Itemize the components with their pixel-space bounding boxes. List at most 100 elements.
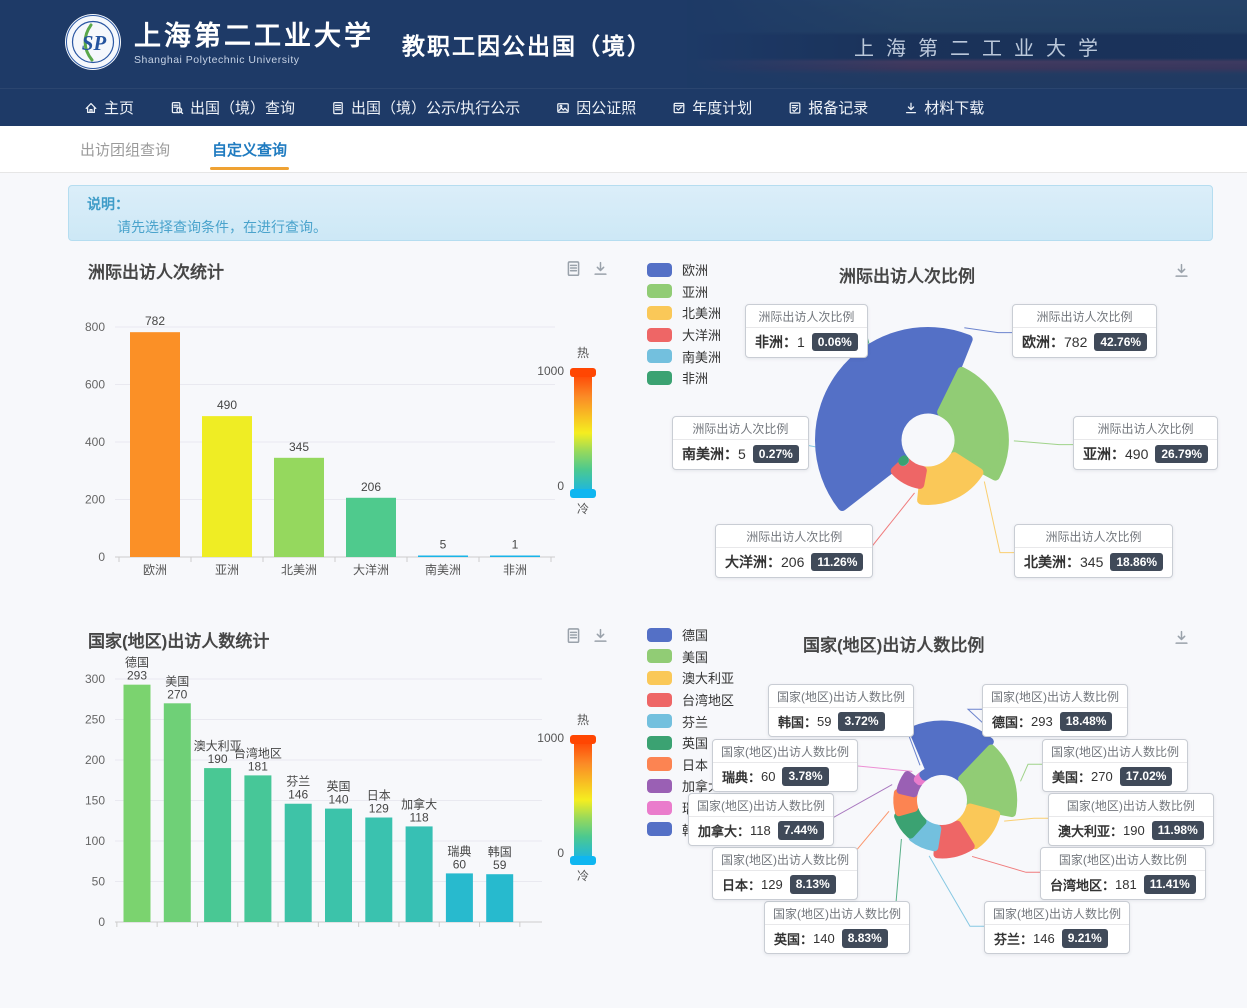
- pie-label-北美洲: 洲际出访人次比例 北美洲： 345 18.86%: [1014, 524, 1174, 578]
- bar-大洋洲[interactable]: [346, 497, 396, 557]
- pie-label-item-name: 瑞典：: [722, 770, 762, 785]
- pie-label-body: 日本： 129 8.13%: [713, 871, 857, 899]
- legend-swatch: [647, 822, 672, 837]
- download-icon: [906, 102, 917, 113]
- pie-label-item-name: 日本：: [722, 878, 762, 893]
- bar-加拿大[interactable]: [405, 826, 433, 922]
- bar-value-label: 129: [369, 802, 389, 816]
- legend-item-南美洲[interactable]: 南美洲: [647, 345, 721, 367]
- bar-value-label: 59: [493, 858, 507, 872]
- pie-label-body: 南美洲： 5 0.27%: [673, 440, 808, 469]
- bar-德国[interactable]: [123, 684, 151, 922]
- bar-美国[interactable]: [163, 703, 191, 922]
- legend-item-澳大利亚[interactable]: 澳大利亚: [647, 667, 734, 689]
- pie-label-series-name: 国家(地区)出访人数比例: [985, 902, 1129, 925]
- bar-澳大利亚[interactable]: [204, 768, 232, 922]
- download-icon[interactable]: [592, 260, 609, 282]
- legend-item-芬兰[interactable]: 芬兰: [647, 710, 734, 732]
- legend-item-北美洲[interactable]: 北美洲: [647, 302, 721, 324]
- campus-photo: 上海第二工业大学: [687, 0, 1247, 88]
- nav-item-1[interactable]: 出国（境）查询: [170, 97, 295, 118]
- bar-芬兰[interactable]: [284, 803, 312, 922]
- bar-韩国[interactable]: [486, 874, 514, 922]
- legend-item-欧洲[interactable]: 欧洲: [647, 259, 721, 281]
- bar-name-label: 日本: [367, 789, 391, 803]
- pie-slice-大洋洲[interactable]: [890, 456, 927, 489]
- y-axis-tick-label: 100: [85, 834, 105, 848]
- pie-label-item-name: 韩国：: [778, 715, 818, 730]
- nav-item-6[interactable]: 材料下载: [904, 97, 984, 118]
- legend-item-台湾地区[interactable]: 台湾地区: [647, 689, 734, 711]
- pie-slice-亚洲[interactable]: [937, 366, 1009, 481]
- download-icon: [1175, 263, 1188, 277]
- pie-label-item-value: 140: [813, 931, 835, 946]
- legend-item-亚洲[interactable]: 亚洲: [647, 281, 721, 303]
- legend-item-大洋洲[interactable]: 大洋洲: [647, 324, 721, 346]
- bar-非洲[interactable]: [490, 555, 540, 558]
- pie-label-series-name: 国家(地区)出访人数比例: [769, 685, 913, 708]
- pie-slice-韩国[interactable]: [919, 767, 933, 781]
- legend-swatch: [647, 649, 672, 664]
- bar-欧洲[interactable]: [130, 332, 180, 557]
- pie-label-item-name: 澳大利亚：: [1058, 824, 1124, 839]
- visual-map-handle-bottom[interactable]: [570, 856, 596, 865]
- tab-0[interactable]: 出访团组查询: [80, 141, 171, 159]
- visual-map-handle-top[interactable]: [570, 735, 596, 744]
- bar-南美洲[interactable]: [418, 555, 468, 558]
- pie-slice-北美洲[interactable]: [917, 452, 984, 505]
- record-check-icon: [789, 101, 801, 114]
- app-header: 上海第二工业大学 SP 上海第二工业大学 Shanghai Polytechni…: [0, 0, 1247, 88]
- university-name-block: 上海第二工业大学 Shanghai Polytechnic University: [134, 21, 374, 65]
- nav-item-0[interactable]: 主页: [84, 97, 134, 118]
- pie-slice-欧洲[interactable]: [815, 327, 973, 511]
- bar-value-label: 190: [208, 752, 228, 766]
- pie-slice-美国[interactable]: [958, 744, 1018, 818]
- pie-label-亚洲: 洲际出访人次比例 亚洲： 490 26.79%: [1073, 416, 1219, 470]
- pie-label-澳大利亚: 国家(地区)出访人数比例 澳大利亚： 190 11.98%: [1048, 793, 1214, 846]
- pie-slice-德国[interactable]: [908, 720, 994, 782]
- pie-slice-非洲[interactable]: [898, 455, 909, 466]
- nav-item-4[interactable]: 年度计划: [672, 97, 752, 118]
- notice-title: 说明：: [87, 196, 129, 212]
- pie-label-item-value: 146: [1033, 931, 1055, 946]
- tab-1[interactable]: 自定义查询: [210, 126, 290, 172]
- bar-台湾地区[interactable]: [244, 775, 272, 922]
- legend-item-日本[interactable]: 日本: [647, 754, 734, 776]
- bar-北美洲[interactable]: [274, 457, 324, 557]
- bar-plot: 0 200 400 600 800 782 欧洲 490 亚洲 345 北美洲 206 大洋洲 5 南美洲 1…: [85, 314, 555, 577]
- pie-label-percent-badge: 11.98%: [1151, 821, 1204, 840]
- visual-map-gradient-bar[interactable]: [574, 739, 592, 861]
- pie-slice-台湾地区[interactable]: [933, 820, 975, 859]
- nav-item-3[interactable]: 因公证照: [556, 97, 636, 118]
- pie-label-item-name: 亚洲：: [1083, 446, 1125, 462]
- legend-swatch: [647, 262, 672, 277]
- pie-label-body: 北美洲： 345 18.86%: [1015, 548, 1172, 577]
- visual-map-handle-bottom[interactable]: [570, 489, 596, 498]
- legend-item-德国[interactable]: 德国: [647, 624, 734, 646]
- chart-card-continent-bar: 洲际出访人次统计 热 1000 0 冷 0 200 400 600 800 782 欧洲 490 亚洲 3…: [60, 250, 615, 610]
- visual-map-handle-top[interactable]: [570, 368, 596, 377]
- bar-亚洲[interactable]: [202, 416, 252, 557]
- legend-item-美国[interactable]: 美国: [647, 646, 734, 668]
- download-icon[interactable]: [1173, 262, 1190, 284]
- chart-title: 国家(地区)出访人数比例: [803, 636, 985, 655]
- nav-item-5[interactable]: 报备记录: [788, 97, 868, 118]
- pie-slice-英国[interactable]: [894, 806, 927, 839]
- data-view-icon[interactable]: [565, 260, 582, 282]
- bar-value-label: 345: [289, 440, 309, 454]
- chart-card-continent-pie: 洲际出访人次比例 欧洲 亚洲 北美洲 大洋洲 南美洲 非洲 洲际出访人次比例 欧洲： 782 42…: [615, 250, 1240, 610]
- bar-英国[interactable]: [325, 808, 352, 922]
- bar-瑞典[interactable]: [445, 873, 473, 922]
- legend-item-英国[interactable]: 英国: [647, 732, 734, 754]
- download-icon[interactable]: [592, 627, 609, 649]
- legend-item-非洲[interactable]: 非洲: [647, 367, 721, 389]
- bar-日本[interactable]: [365, 817, 393, 922]
- legend-label: 亚洲: [682, 284, 709, 300]
- legend-item-加拿大[interactable]: 加拿大: [647, 775, 734, 797]
- pie-slice-加拿大[interactable]: [896, 771, 923, 798]
- visual-map-cold-label: 冷: [576, 502, 589, 516]
- download-icon[interactable]: [1173, 629, 1190, 651]
- nav-item-2[interactable]: 出国（境）公示/执行公示: [331, 97, 520, 118]
- data-view-icon[interactable]: [565, 627, 582, 649]
- visual-map-gradient-bar[interactable]: [574, 372, 592, 494]
